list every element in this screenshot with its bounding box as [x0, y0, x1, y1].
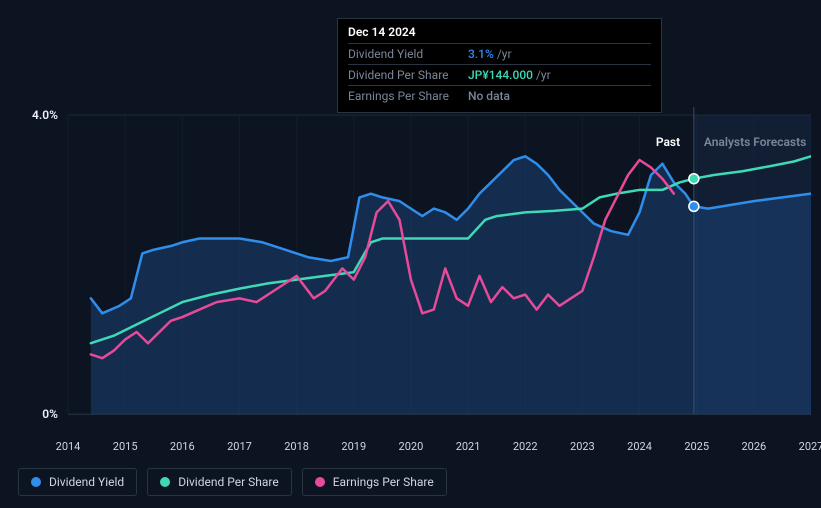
- x-axis-label: 2018: [284, 440, 309, 453]
- chart-area: 4.0% 0% Past Analysts Forecasts: [10, 105, 811, 443]
- tooltip-label: Dividend Per Share: [348, 68, 468, 82]
- legend-item[interactable]: Earnings Per Share: [302, 468, 447, 496]
- x-axis-label: 2020: [399, 440, 424, 453]
- tooltip-label: Dividend Yield: [348, 47, 468, 61]
- tooltip-row: Earnings Per ShareNo data: [348, 86, 651, 106]
- x-axis-label: 2023: [570, 440, 595, 453]
- y-axis-label: 0%: [42, 407, 58, 421]
- x-axis-label: 2025: [684, 440, 709, 453]
- x-axis-label: 2015: [113, 440, 138, 453]
- x-axis-label: 2022: [513, 440, 538, 453]
- x-axis-label: 2026: [741, 440, 766, 453]
- legend-item[interactable]: Dividend Yield: [18, 468, 137, 496]
- tooltip-date: Dec 14 2024: [348, 25, 651, 44]
- tooltip-value: JP¥144.000: [468, 68, 533, 82]
- x-axis-label: 2021: [456, 440, 481, 453]
- legend-dot-icon: [160, 477, 170, 487]
- tooltip-label: Earnings Per Share: [348, 89, 468, 103]
- tooltip-row: Dividend Per ShareJP¥144.000/yr: [348, 65, 651, 86]
- y-axis-label: 4.0%: [32, 108, 58, 122]
- tooltip-unit: /yr: [536, 68, 551, 82]
- chart-tooltip: Dec 14 2024 Dividend Yield3.1%/yrDividen…: [337, 18, 662, 113]
- legend-label: Dividend Per Share: [178, 475, 279, 489]
- x-axis-label: 2017: [227, 440, 252, 453]
- tooltip-value: 3.1%: [468, 47, 494, 61]
- past-label: Past: [656, 135, 680, 149]
- x-axis-label: 2019: [341, 440, 366, 453]
- chart-svg: [10, 105, 811, 443]
- x-axis-label: 2024: [627, 440, 652, 453]
- tooltip-row: Dividend Yield3.1%/yr: [348, 44, 651, 65]
- chart-legend: Dividend Yield Dividend Per Share Earnings…: [18, 468, 447, 496]
- legend-label: Earnings Per Share: [333, 475, 434, 489]
- x-axis-label: 2016: [170, 440, 195, 453]
- legend-label: Dividend Yield: [49, 475, 124, 489]
- x-axis-label: 2014: [56, 440, 81, 453]
- legend-dot-icon: [31, 477, 41, 487]
- tooltip-unit: /yr: [497, 47, 512, 61]
- forecast-label: Analysts Forecasts: [704, 135, 806, 149]
- x-axis: 2014 2015 2016 2017 2018 2019 2020 2021 2022 2023…: [10, 440, 811, 460]
- legend-item[interactable]: Dividend Per Share: [147, 468, 292, 496]
- x-axis-label: 2027: [799, 440, 821, 453]
- legend-dot-icon: [315, 477, 325, 487]
- tooltip-value: No data: [468, 89, 510, 103]
